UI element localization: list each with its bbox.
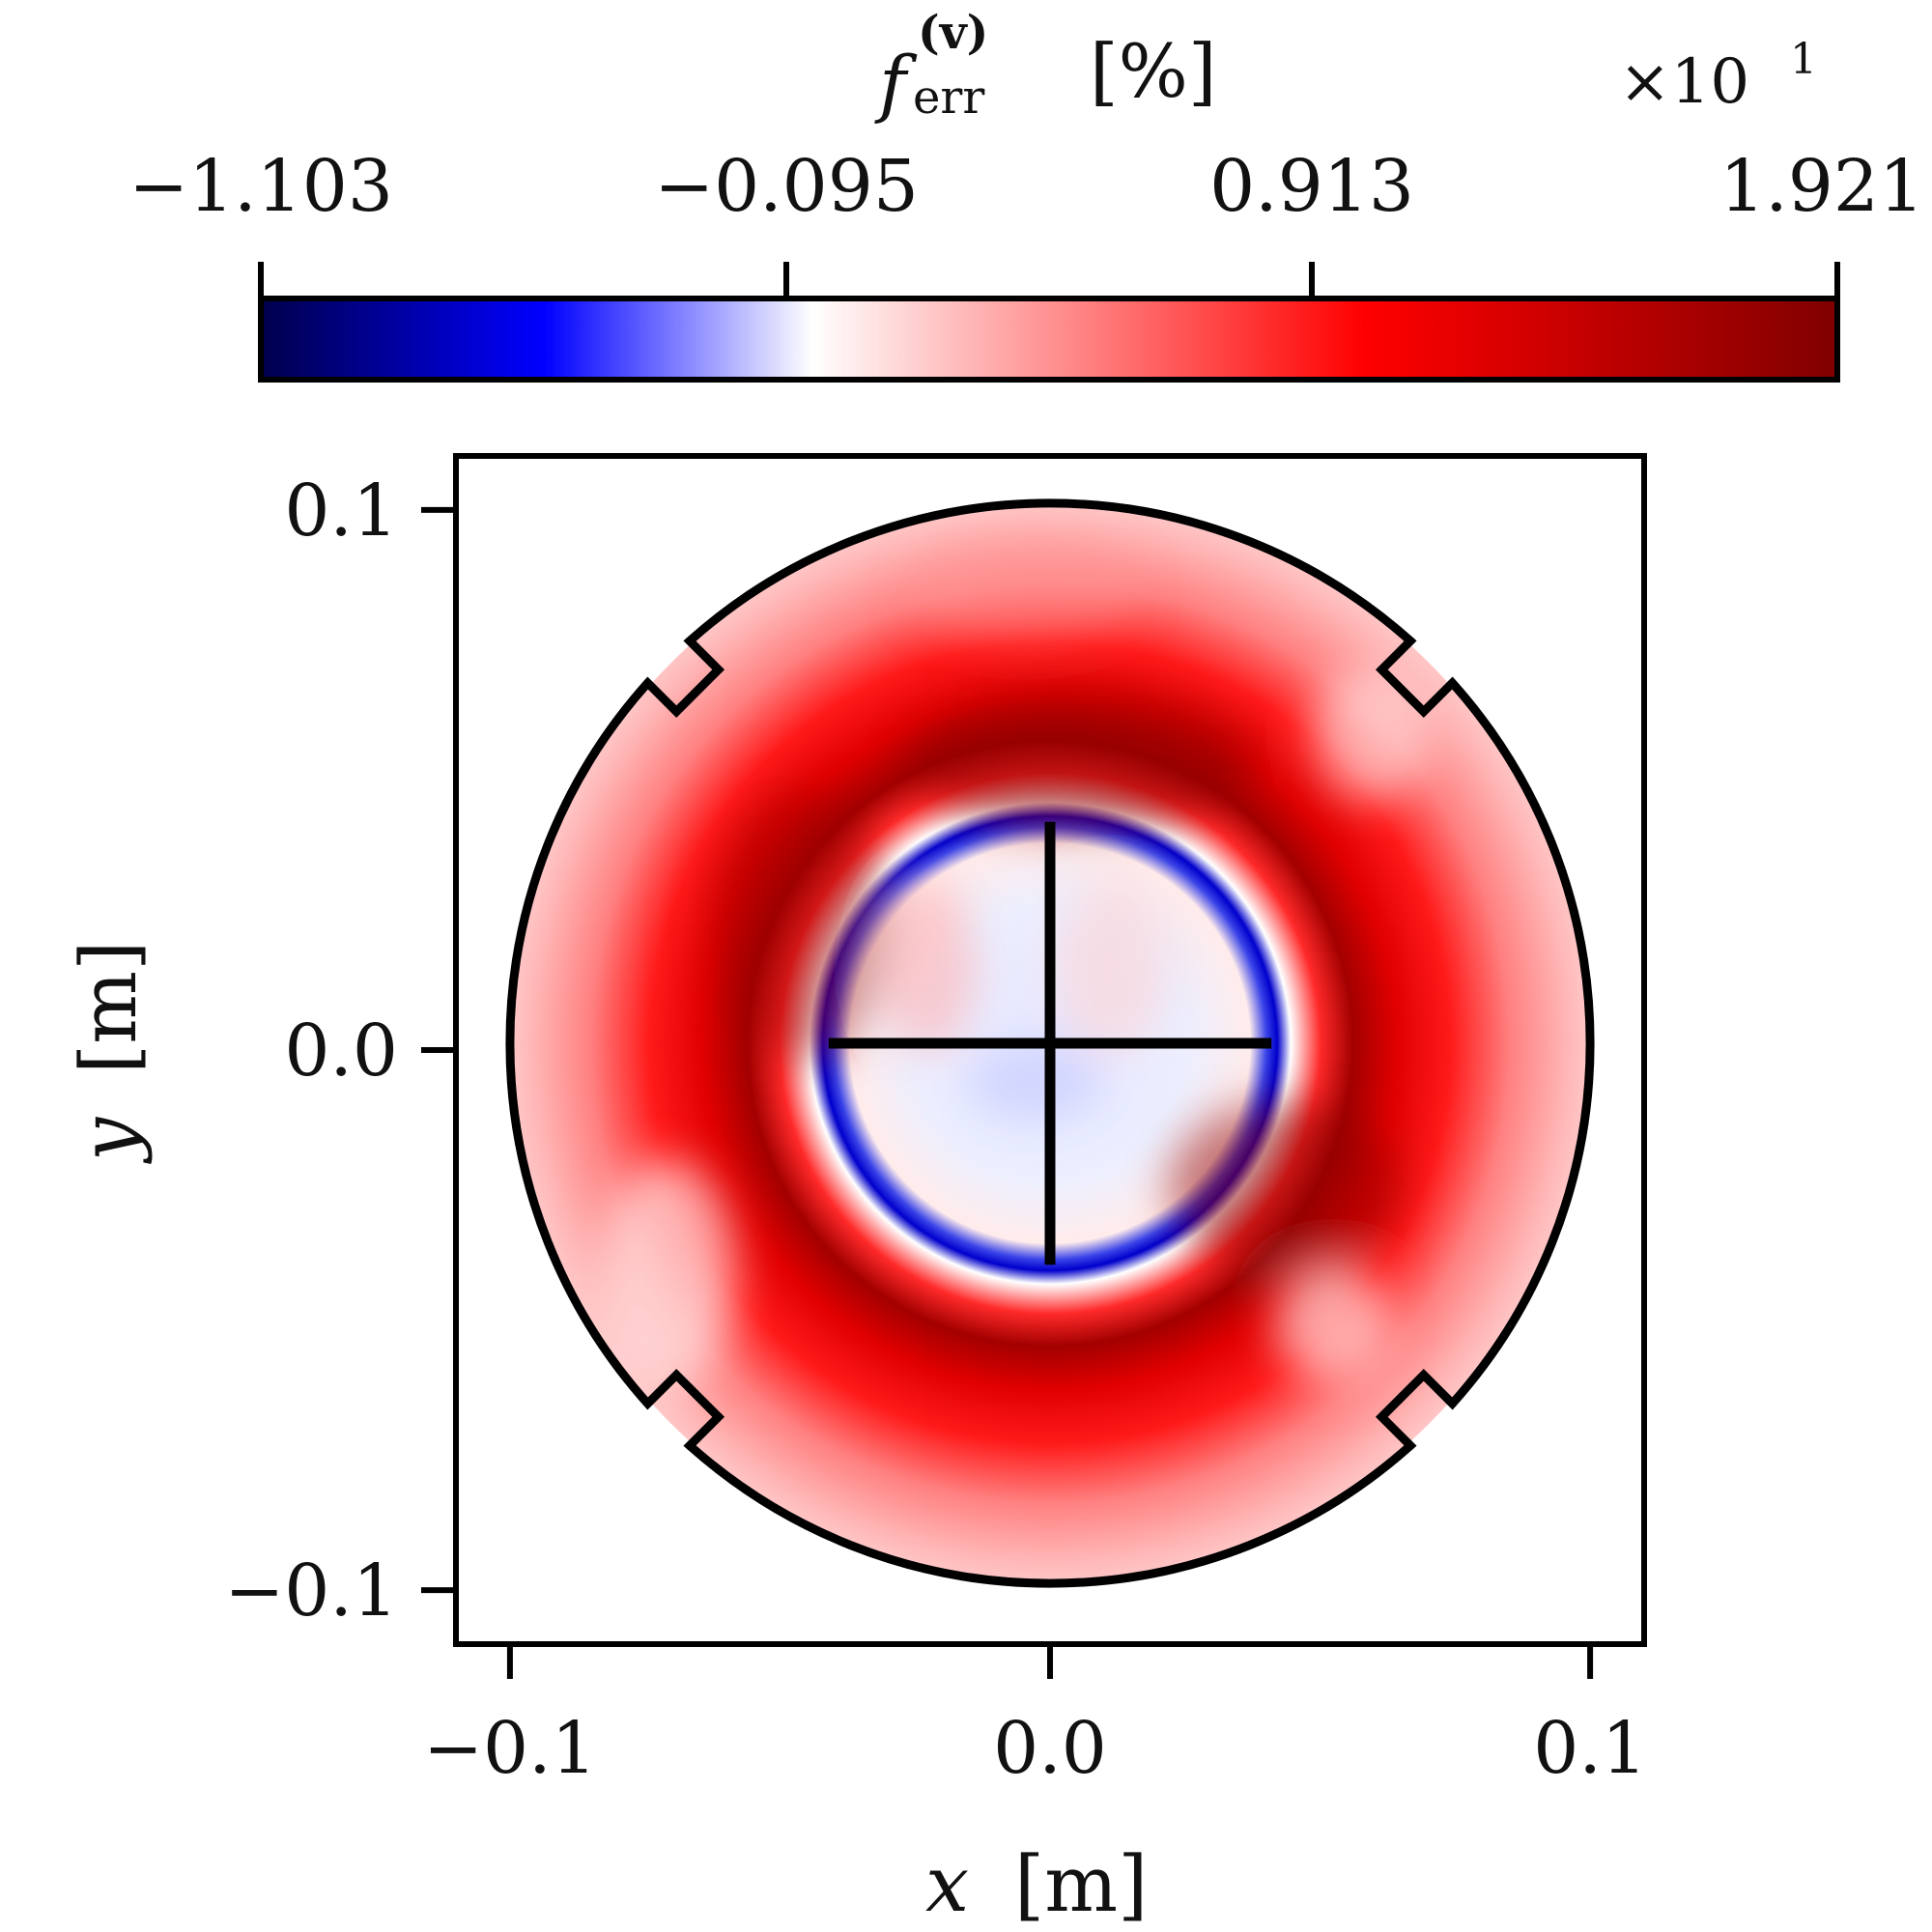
x-axis-label-unit: [m]: [1014, 1839, 1148, 1929]
colorbar-label-unit: [%]: [1090, 28, 1217, 114]
domain-outline: [505, 498, 1595, 1588]
colorbar-multiplier-exponent: 1: [1790, 35, 1817, 84]
field-blob-pale: [1314, 667, 1430, 802]
field-blob-hot: [715, 792, 889, 1063]
colorbar-label-subscript: err: [913, 71, 984, 125]
colorbar-tick-label: 1.921: [1719, 145, 1924, 228]
colorbar-label-main: f: [874, 40, 918, 126]
colorbar-multiplier-base: ×10: [1619, 46, 1749, 118]
colorbar-label-superscript: (v): [918, 6, 988, 60]
field-blob-inner-cool: [966, 1043, 1101, 1121]
x-axis-ticks: −0.1 0.0 0.1: [423, 1644, 1647, 1790]
field-blob-hot: [908, 696, 1256, 831]
colorbar-multiplier: ×10 1: [1619, 35, 1817, 118]
colorbar: −1.103 −0.095 0.913 1.921 f (v) err [%] ×10…: [128, 6, 1924, 383]
x-tick-label: −0.1: [423, 1707, 597, 1790]
x-tick-label: 0.0: [993, 1707, 1107, 1790]
field-blob-inner: [879, 879, 976, 1053]
y-axis-label-variable: y: [64, 1116, 154, 1164]
plot-area: −0.1 0.0 0.1 −0.1 0.0 0.1 x [m] y [m]: [64, 453, 1647, 1929]
colorbar-box: [258, 296, 1840, 383]
field-blob-inner: [1053, 879, 1169, 1053]
x-axis-label-variable: x: [925, 1839, 969, 1929]
y-tick-label: −0.1: [224, 1549, 398, 1633]
colorbar-ticks: −1.103 −0.095 0.913 1.921: [128, 145, 1924, 298]
x-tick-label: 0.1: [1533, 1707, 1647, 1790]
colorbar-tick-label: −1.103: [128, 145, 393, 228]
y-tick-label: 0.1: [284, 469, 398, 553]
y-axis-ticks: −0.1 0.0 0.1: [224, 469, 456, 1633]
field-blob-pale: [599, 1159, 734, 1391]
x-axis-label: x [m]: [925, 1839, 1148, 1929]
colorbar-label: f (v) err [%]: [874, 6, 1217, 126]
field-blob-warm: [908, 541, 1140, 638]
colorbar-tick-label: 0.913: [1209, 145, 1414, 228]
y-axis-label: y [m]: [64, 941, 154, 1164]
field-blob-hot: [1169, 1101, 1401, 1275]
y-axis-label-unit: [m]: [64, 941, 154, 1074]
y-tick-label: 0.0: [284, 1009, 398, 1093]
colorbar-tick-label: −0.095: [654, 145, 919, 228]
field-blob-pale: [1275, 1265, 1391, 1381]
